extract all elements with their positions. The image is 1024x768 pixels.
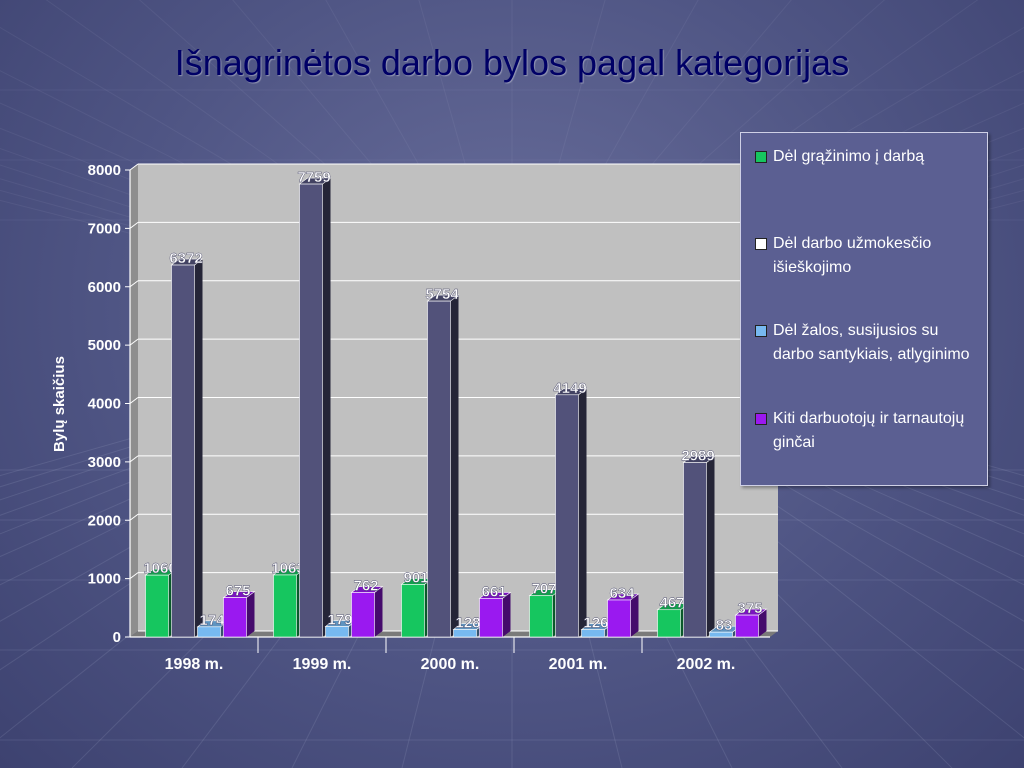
bar-side [706, 456, 715, 637]
gridline-side [129, 455, 139, 463]
data-label: 762 [353, 578, 378, 595]
gridline-side [129, 397, 139, 404]
data-label: 179 [327, 612, 352, 629]
y-tick-label: 2000 [88, 512, 121, 529]
bar-side [758, 609, 767, 637]
y-tick-label: 6000 [88, 279, 121, 296]
gridline-side [129, 513, 139, 521]
y-tick-label: 3000 [88, 454, 121, 471]
data-label: 901 [403, 569, 428, 586]
legend-label: Dėl darbo užmokesčio išieškojimo [773, 235, 932, 276]
legend-swatch [755, 238, 767, 250]
bar-side [246, 591, 255, 637]
legend-swatch [755, 151, 767, 163]
bar-side [630, 593, 639, 637]
x-tick-label: 2002 m. [677, 656, 736, 673]
bar-side [578, 388, 587, 637]
x-tick-label: 1999 m. [293, 656, 352, 673]
x-tick-label: 1998 m. [165, 656, 224, 673]
gridline-side [129, 338, 139, 346]
y-axis-label: Bylų skaičius [51, 356, 68, 452]
data-label: 7759 [297, 169, 330, 186]
bar [325, 626, 349, 638]
legend-label: Dėl žalos, susijusios su darbo santykiai… [773, 322, 970, 363]
legend-label: Kiti darbuotojų ir tarnautojų ginčai [773, 410, 965, 451]
data-label: 126 [583, 615, 608, 632]
bar [555, 394, 579, 638]
data-label: 1063 [271, 560, 304, 577]
data-label: 174 [199, 612, 225, 629]
gridline-side [129, 163, 139, 171]
y-tick-label: 1000 [88, 571, 121, 588]
bar [197, 626, 221, 638]
bar [351, 592, 375, 638]
bar-side [194, 259, 203, 637]
slide-title: Išnagrinėtos darbo bylos pagal kategorij… [174, 42, 850, 83]
bar [223, 597, 247, 638]
gridline-side [129, 572, 139, 580]
bar-side [450, 295, 459, 637]
data-label: 2989 [681, 448, 714, 465]
bar [529, 595, 553, 638]
data-label: 375 [737, 600, 762, 617]
y-tick-label: 8000 [88, 162, 121, 179]
bar-side [322, 178, 331, 638]
bar [657, 609, 681, 638]
gridline-side [129, 221, 139, 229]
bar [273, 574, 297, 638]
chart-legend: Dėl grąžinimo į darbą Dėl darbo užmokesč… [740, 132, 988, 486]
data-label: 675 [225, 583, 250, 600]
data-label: 6372 [169, 250, 202, 267]
bar [299, 183, 323, 638]
bar [171, 264, 195, 638]
gridline-side [129, 280, 139, 288]
bar [683, 462, 707, 638]
data-label: 128 [455, 615, 480, 632]
data-label: 634 [609, 585, 635, 602]
data-label: 83 [716, 617, 733, 634]
legend-label: Dėl grąžinimo į darbą [773, 148, 925, 165]
bar [401, 584, 425, 638]
data-label: 1060 [143, 560, 176, 577]
bar [735, 614, 759, 638]
bar [479, 598, 503, 638]
legend-swatch [755, 325, 767, 337]
bar [453, 629, 477, 638]
y-tick-label: 0 [113, 629, 121, 646]
bar [145, 574, 169, 638]
bar-side [502, 592, 511, 637]
y-tick-label: 7000 [88, 220, 121, 237]
x-tick-label: 2001 m. [549, 656, 608, 673]
bar [581, 629, 605, 638]
y-tick-label: 4000 [88, 396, 121, 413]
data-label: 4149 [553, 380, 586, 397]
legend-swatch [755, 413, 767, 425]
x-tick-label: 2000 m. [421, 656, 480, 673]
data-label: 467 [659, 595, 684, 612]
bar-side [374, 586, 383, 637]
bar [427, 300, 451, 638]
data-label: 5754 [425, 286, 459, 303]
data-label: 707 [531, 581, 556, 598]
y-tick-label: 5000 [88, 337, 121, 354]
bar [709, 631, 733, 638]
data-label: 661 [481, 583, 506, 600]
bar [607, 599, 631, 638]
